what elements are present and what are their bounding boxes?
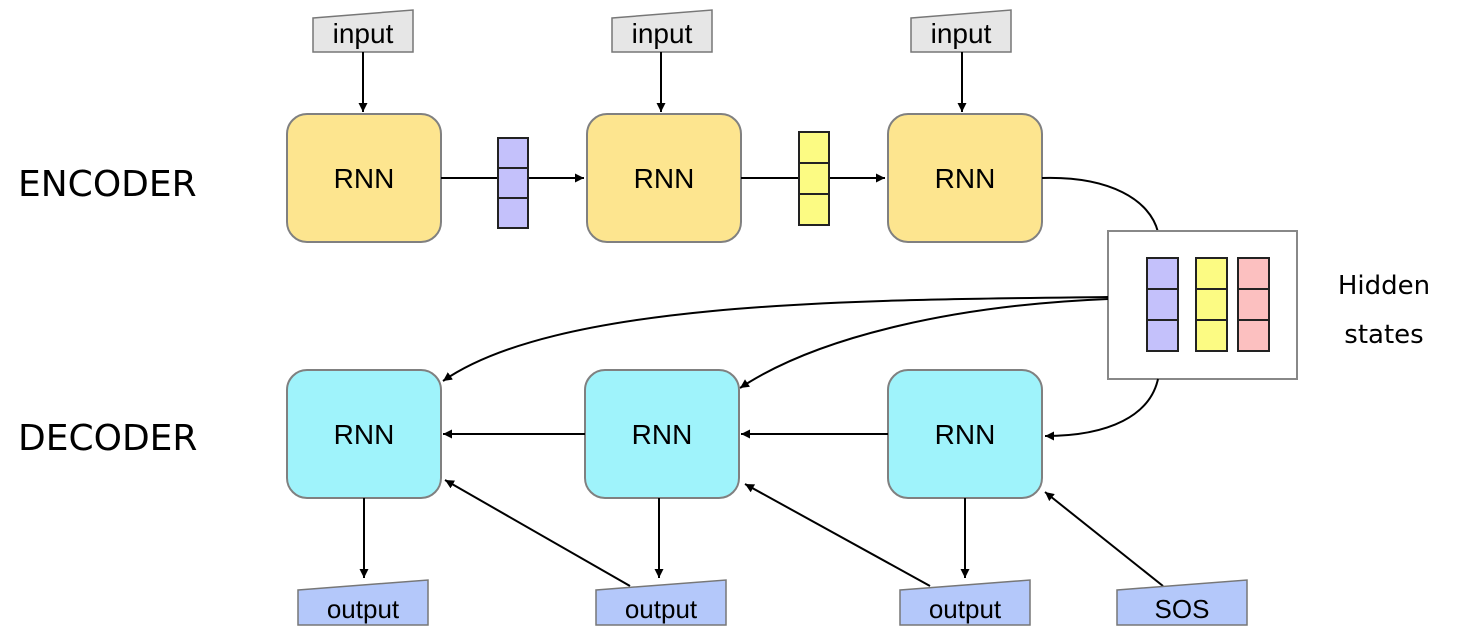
decoder-output-2: output: [595, 579, 727, 626]
sos-token-label: SOS: [1155, 594, 1210, 624]
encoder-input-3: input: [910, 9, 1012, 53]
feedback-output-3-to-decoder-2: [744, 483, 931, 587]
encoder-rnn-3: RNN: [887, 113, 1043, 243]
hidden-states-box: [1107, 230, 1298, 380]
feedback-output-2-to-decoder-1: [444, 479, 631, 587]
encoder-rnn-2: RNN: [586, 113, 742, 243]
decoder-output-3: output: [899, 579, 1031, 626]
encoder-input-2-label: input: [632, 18, 693, 49]
encoder-rnn-1-label: RNN: [334, 163, 395, 194]
decoder-rnn-2-label: RNN: [632, 419, 693, 450]
decoder-output-3-label: output: [929, 594, 1002, 624]
encoder-input-1-label: input: [333, 18, 394, 49]
encoder-rnn-3-label: RNN: [935, 163, 996, 194]
hidden-to-decoder-3-link: [1044, 378, 1159, 441]
decoder-rnn-1-label: RNN: [334, 419, 395, 450]
encoder-to-hidden-link: [1041, 176, 1159, 233]
hidden-states-label-line1: Hidden: [1338, 271, 1430, 301]
encoder-rnn-2-label: RNN: [634, 163, 695, 194]
decoder-rnn-3-label: RNN: [935, 419, 996, 450]
decoder-output-1-label: output: [327, 594, 400, 624]
encoder-state-vector-2: [798, 131, 830, 226]
encoder-input-2: input: [611, 9, 713, 53]
feedback-sos-to-decoder-3: [1044, 491, 1164, 587]
sos-token: SOS: [1116, 579, 1248, 626]
encoder-input-3-label: input: [931, 18, 992, 49]
decoder-label: DECODER: [18, 418, 197, 459]
encoder-label: ENCODER: [18, 164, 197, 205]
hidden-states-label-line2: states: [1344, 320, 1423, 350]
decoder-output-2-label: output: [625, 594, 698, 624]
decoder-output-1: output: [297, 579, 429, 626]
encoder-input-1: input: [312, 9, 414, 53]
decoder-rnn-2: RNN: [584, 369, 740, 499]
decoder-rnn-1: RNN: [286, 369, 442, 499]
hidden-to-decoder-2-link: [739, 298, 1109, 389]
encoder-state-vector-1: [497, 137, 529, 229]
encoder-rnn-1: RNN: [286, 113, 442, 243]
hidden-to-decoder-1-link: [442, 296, 1109, 382]
decoder-rnn-3: RNN: [887, 369, 1043, 499]
